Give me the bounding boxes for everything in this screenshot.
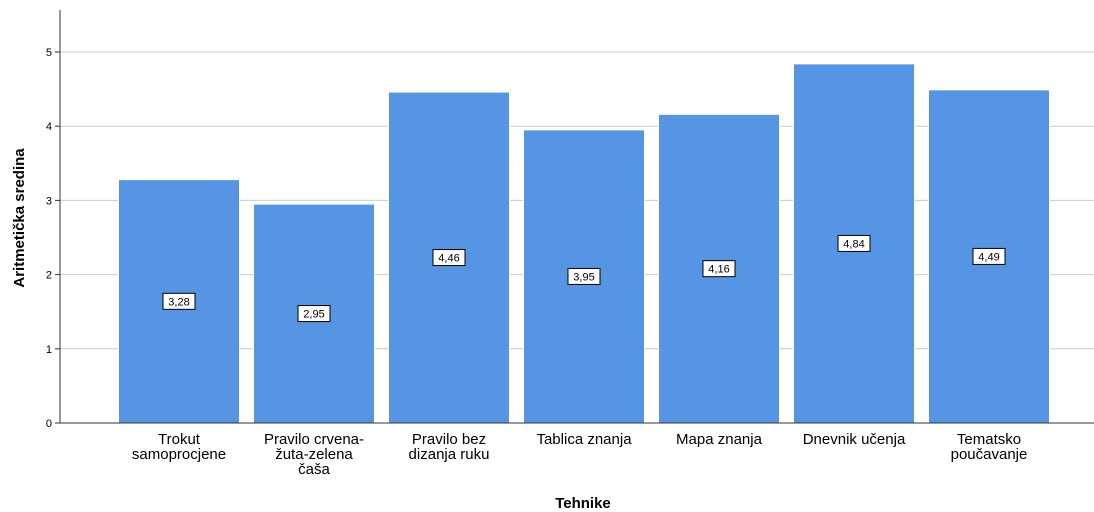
- x-tick-label-line: Pravilo crvena-: [264, 431, 364, 448]
- data-label-box: [837, 234, 871, 252]
- x-tick-label-line: Tematsko: [957, 431, 1021, 448]
- x-tick-label-line: Tablica znanja: [536, 431, 632, 448]
- x-axis-title: Tehnike: [555, 495, 611, 512]
- x-tick-labels: Trokut samoprocjene Pravilo crvena-žuta-ze…: [132, 431, 1027, 478]
- x-tick-label-line: dizanja ruku: [409, 446, 490, 463]
- data-label-text: 4,46: [438, 253, 459, 265]
- y-tick-label: 0: [46, 418, 52, 430]
- x-tick-label-line: poučavanje: [951, 446, 1028, 463]
- y-tick-labels: 0 1 2 3 4 5: [46, 47, 52, 430]
- data-labels: 3,28 2,95 4,46 3,95 4,16 4,84 4,49: [162, 234, 1006, 323]
- data-label-text: 2,95: [303, 309, 324, 321]
- x-tick-label-line: samoprocjene: [132, 446, 226, 463]
- x-tick-label-line: Pravilo bez: [412, 431, 486, 448]
- x-tick-label: Tablica znanja: [536, 431, 632, 448]
- data-label: 4,46: [432, 249, 466, 267]
- data-label: 3,28: [162, 292, 196, 310]
- y-tick-label: 3: [46, 195, 52, 207]
- y-tick-label: 1: [46, 344, 52, 356]
- data-label-box: [972, 247, 1006, 265]
- data-label-text: 4,84: [843, 238, 864, 250]
- x-tick-label: Mapa znanja: [676, 431, 763, 448]
- data-label: 4,49: [972, 247, 1006, 265]
- data-label: 2,95: [297, 305, 331, 323]
- data-label-text: 4,16: [708, 264, 729, 276]
- bars: [118, 63, 1050, 424]
- x-tick-label: Pravilo bez dizanja ruku: [409, 431, 490, 463]
- x-tick-label-line: Trokut: [158, 431, 201, 448]
- data-label: 3,95: [567, 267, 601, 285]
- data-label-text: 3,28: [168, 296, 189, 308]
- x-tick-label-line: žuta-zelena: [275, 446, 353, 463]
- x-tick-label: Trokut samoprocjene: [132, 431, 226, 463]
- x-tick-label-line: čaša: [298, 461, 330, 478]
- data-label-text: 4,49: [978, 251, 999, 263]
- x-tick-label: Tematsko poučavanje: [951, 431, 1028, 463]
- data-label-box: [297, 305, 331, 323]
- data-label-box: [702, 260, 736, 278]
- data-label-box: [162, 292, 196, 310]
- y-tick-label: 5: [46, 47, 52, 59]
- axes: [55, 10, 1094, 424]
- x-tick-label: Pravilo crvena-žuta-zelena čaša: [264, 431, 364, 478]
- x-tick-label-line: Dnevnik učenja: [803, 431, 906, 448]
- data-label-box: [432, 249, 466, 267]
- y-tick-label: 4: [46, 121, 52, 133]
- data-label: 4,84: [837, 234, 871, 252]
- x-tick-label: Dnevnik učenja: [803, 431, 906, 448]
- y-tick-label: 2: [46, 270, 52, 282]
- data-label: 4,16: [702, 260, 736, 278]
- data-label-text: 3,95: [573, 271, 594, 283]
- y-axis-title: Aritmetička sredina: [11, 148, 28, 288]
- data-label-box: [567, 267, 601, 285]
- x-tick-label-line: Mapa znanja: [676, 431, 763, 448]
